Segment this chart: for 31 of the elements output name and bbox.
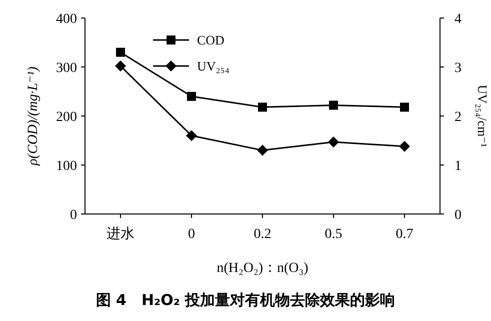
x-tick-label: 0 [188, 227, 195, 242]
text: 图 4 H₂O₂ 投加量对有机物去除效果的影响 [96, 291, 396, 309]
x-tick-label: 0.5 [324, 227, 342, 242]
point [258, 102, 267, 112]
legend-label: UV₂₅₄ [197, 58, 230, 74]
y2-tick-label: 3 [454, 60, 462, 76]
x-tick-label: 0.7 [396, 227, 414, 242]
y2-tick-label: 2 [454, 110, 462, 125]
y-tick-label: 0 [70, 208, 77, 223]
point [116, 48, 125, 57]
point [328, 136, 339, 148]
y-tick-label: 200 [56, 110, 77, 125]
y2-tick-label: 4 [454, 12, 462, 27]
point [257, 144, 268, 156]
y-tick-label: 300 [56, 60, 77, 76]
y2-tick-label: 1 [454, 158, 462, 174]
y-tick-label: 100 [56, 158, 77, 174]
legend-label: COD [197, 32, 224, 48]
point [399, 140, 410, 152]
y-tick-label: 400 [56, 12, 77, 27]
point [329, 100, 338, 110]
point [400, 102, 409, 112]
x-tick-label: 0.2 [254, 227, 272, 242]
x-tick-label: 进水 [106, 226, 134, 242]
y-axis-title: ρ(COD)/(mg·L⁻¹) [26, 66, 41, 166]
point [115, 60, 126, 72]
y2-tick-label: 0 [454, 208, 462, 223]
point [187, 92, 196, 101]
x-axis-title: n(H₂O₂)：n(O₃) [216, 261, 309, 276]
y2-axis-title: UV₂₅₄/cm⁻¹ [475, 84, 490, 148]
point [186, 130, 197, 142]
